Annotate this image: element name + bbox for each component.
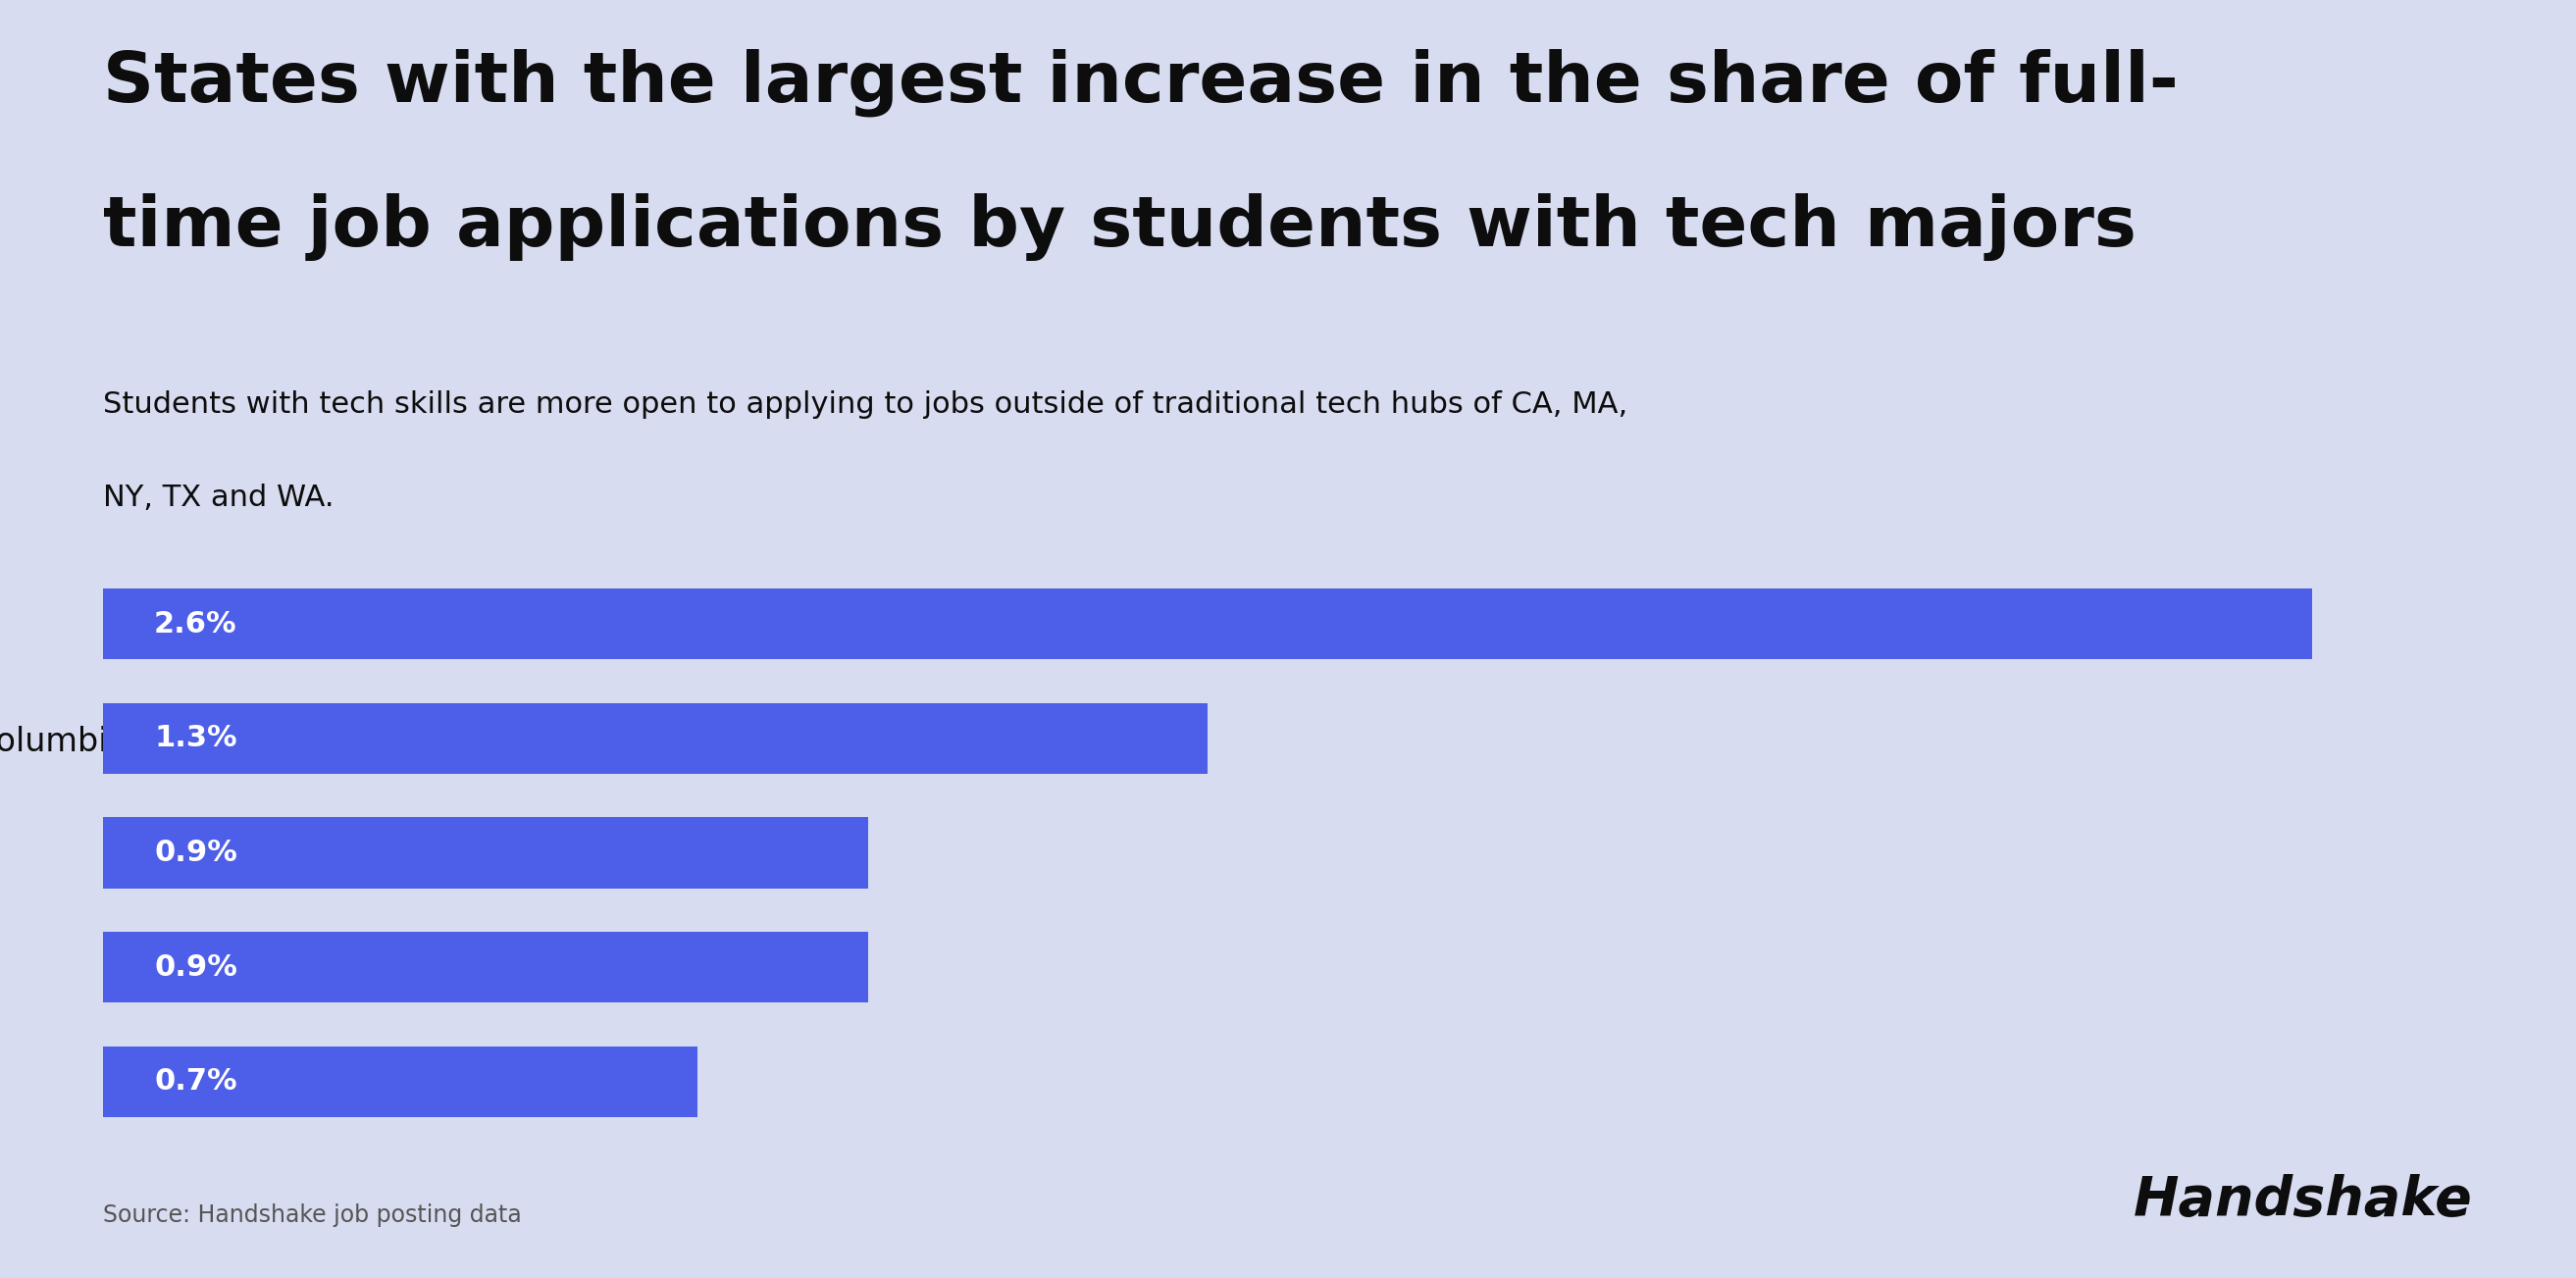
Text: time job applications by students with tech majors: time job applications by students with t… [103,193,2136,261]
Text: States with the largest increase in the share of full-: States with the largest increase in the … [103,49,2179,116]
Text: Students with tech skills are more open to applying to jobs outside of tradition: Students with tech skills are more open … [103,390,1628,418]
Bar [103,703,1208,774]
Bar [103,818,868,888]
Text: Source: Handshake job posting data: Source: Handshake job posting data [103,1204,523,1227]
Text: 2.6%: 2.6% [155,610,237,638]
Text: 1.3%: 1.3% [155,725,237,753]
Text: NY, TX and WA.: NY, TX and WA. [103,483,335,511]
Bar [103,932,868,1003]
Text: 0.9%: 0.9% [155,838,237,866]
Text: Handshake: Handshake [2133,1174,2473,1227]
Bar [103,1047,698,1117]
Text: 0.7%: 0.7% [155,1067,237,1095]
Text: 0.9%: 0.9% [155,953,237,982]
Bar [103,589,2313,659]
